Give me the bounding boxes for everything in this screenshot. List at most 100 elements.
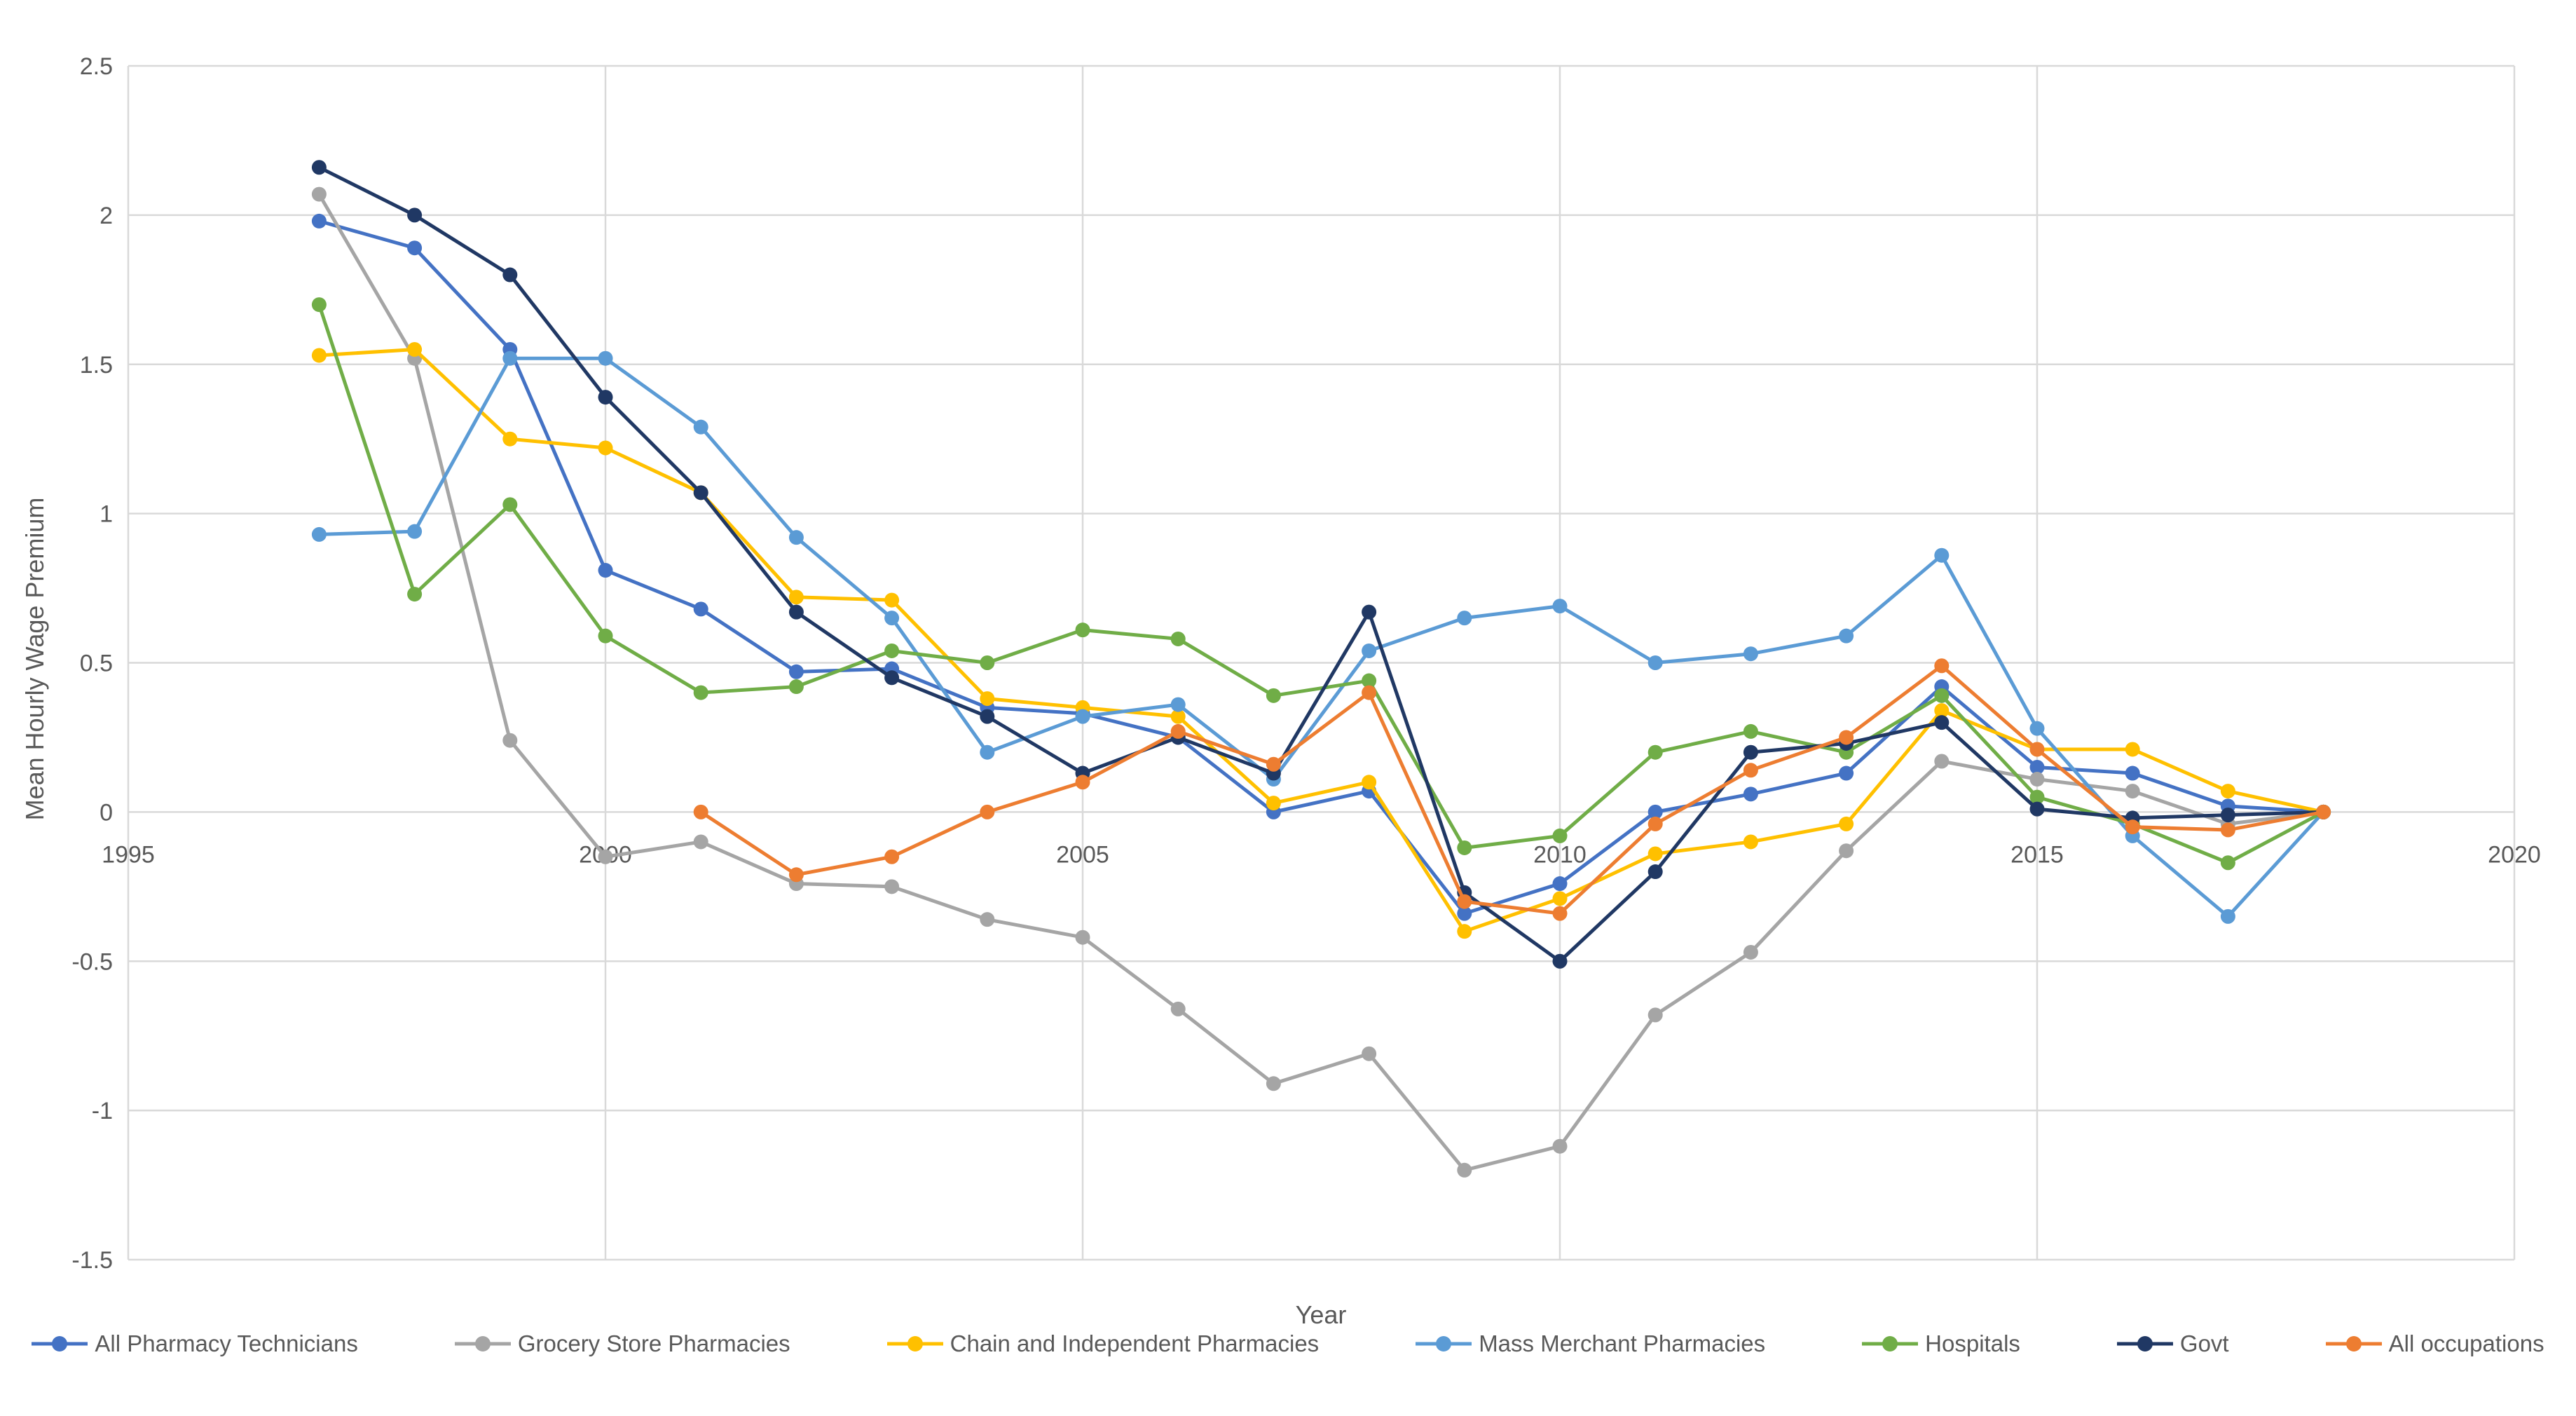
legend-item-hospitals[interactable]: Hospitals <box>1862 1330 2020 1357</box>
series-marker-all-pharmacy-technicians-2016[interactable] <box>2125 765 2140 781</box>
series-marker-chain-and-independent-pharmacies-2008[interactable] <box>1362 775 1377 790</box>
series-marker-all-pharmacy-technicians-2009[interactable] <box>1457 906 1472 921</box>
series-marker-mass-merchant-pharmacies-2003[interactable] <box>884 611 900 626</box>
series-marker-mass-merchant-pharmacies-1999[interactable] <box>502 350 518 366</box>
series-marker-govt-2004[interactable] <box>980 709 995 724</box>
series-marker-hospitals-1998[interactable] <box>407 587 423 602</box>
series-line-all-occupations[interactable] <box>699 664 2326 915</box>
series-marker-all-occupations-2013[interactable] <box>1839 730 1854 745</box>
series-marker-chain-and-independent-pharmacies-2017[interactable] <box>2220 784 2235 799</box>
series-marker-hospitals-2011[interactable] <box>1647 744 1663 760</box>
series-line-govt[interactable] <box>317 165 2326 963</box>
legend-item-govt[interactable]: Govt <box>2116 1330 2229 1357</box>
series-marker-all-occupations-2003[interactable] <box>884 849 900 864</box>
series-marker-mass-merchant-pharmacies-2006[interactable] <box>1170 697 1186 712</box>
series-marker-chain-and-independent-pharmacies-1997[interactable] <box>311 348 327 363</box>
series-line-hospitals[interactable] <box>317 303 2326 865</box>
series-marker-grocery-store-pharmacies-2008[interactable] <box>1362 1046 1377 1061</box>
series-marker-chain-and-independent-pharmacies-1998[interactable] <box>407 341 423 357</box>
series-marker-chain-and-independent-pharmacies-2006[interactable] <box>1170 709 1186 724</box>
series-marker-hospitals-2012[interactable] <box>1743 723 1758 739</box>
series-marker-grocery-store-pharmacies-2003[interactable] <box>884 879 900 894</box>
series-marker-chain-and-independent-pharmacies-2007[interactable] <box>1266 796 1281 811</box>
series-marker-grocery-store-pharmacies-1997[interactable] <box>311 186 327 202</box>
series-marker-chain-and-independent-pharmacies-2003[interactable] <box>884 592 900 608</box>
series-marker-chain-and-independent-pharmacies-2004[interactable] <box>980 691 995 707</box>
series-marker-chain-and-independent-pharmacies-2011[interactable] <box>1647 846 1663 862</box>
series-marker-hospitals-2004[interactable] <box>980 655 995 670</box>
series-marker-hospitals-2015[interactable] <box>2029 789 2045 805</box>
series-line-mass-merchant-pharmacies[interactable] <box>317 356 2326 918</box>
series-marker-mass-merchant-pharmacies-1997[interactable] <box>311 526 327 542</box>
series-marker-grocery-store-pharmacies-2007[interactable] <box>1266 1076 1281 1091</box>
series-marker-hospitals-1997[interactable] <box>311 297 327 313</box>
series-marker-govt-1997[interactable] <box>311 160 327 175</box>
series-marker-grocery-store-pharmacies-2001[interactable] <box>693 834 708 850</box>
series-marker-all-occupations-2009[interactable] <box>1457 894 1472 909</box>
series-marker-all-occupations-2011[interactable] <box>1647 816 1663 831</box>
series-marker-all-occupations-2007[interactable] <box>1266 756 1281 772</box>
series-marker-chain-and-independent-pharmacies-2016[interactable] <box>2125 742 2140 757</box>
series-marker-govt-2008[interactable] <box>1362 604 1377 620</box>
series-marker-grocery-store-pharmacies-2012[interactable] <box>1743 944 1758 960</box>
series-marker-hospitals-2008[interactable] <box>1362 673 1377 688</box>
series-marker-mass-merchant-pharmacies-2017[interactable] <box>2220 908 2235 924</box>
series-marker-grocery-store-pharmacies-2010[interactable] <box>1552 1138 1568 1154</box>
series-marker-chain-and-independent-pharmacies-2010[interactable] <box>1552 891 1568 906</box>
series-marker-all-pharmacy-technicians-2012[interactable] <box>1743 787 1758 802</box>
series-marker-all-occupations-2006[interactable] <box>1170 723 1186 739</box>
legend-item-mass-merchant-pharmacies[interactable]: Mass Merchant Pharmacies <box>1416 1330 1765 1357</box>
series-marker-all-pharmacy-technicians-2010[interactable] <box>1552 876 1568 892</box>
series-marker-grocery-store-pharmacies-2009[interactable] <box>1457 1162 1472 1178</box>
series-marker-grocery-store-pharmacies-2015[interactable] <box>2029 772 2045 787</box>
series-marker-all-pharmacy-technicians-2013[interactable] <box>1839 765 1854 781</box>
series-marker-grocery-store-pharmacies-2000[interactable] <box>598 849 613 864</box>
series-marker-govt-2010[interactable] <box>1552 953 1568 969</box>
series-line-grocery-store-pharmacies[interactable] <box>317 192 2326 1172</box>
series-marker-all-occupations-2012[interactable] <box>1743 763 1758 778</box>
series-marker-all-occupations-2002[interactable] <box>788 867 804 883</box>
series-marker-govt-1999[interactable] <box>502 267 518 282</box>
series-marker-govt-2012[interactable] <box>1743 744 1758 760</box>
series-marker-grocery-store-pharmacies-2011[interactable] <box>1647 1007 1663 1023</box>
series-marker-govt-2015[interactable] <box>2029 801 2045 817</box>
series-marker-all-occupations-2017[interactable] <box>2220 822 2235 838</box>
series-marker-chain-and-independent-pharmacies-2012[interactable] <box>1743 834 1758 850</box>
series-marker-govt-2002[interactable] <box>788 604 804 620</box>
series-marker-mass-merchant-pharmacies-2013[interactable] <box>1839 628 1854 644</box>
series-marker-mass-merchant-pharmacies-2014[interactable] <box>1934 547 1950 563</box>
series-marker-all-pharmacy-technicians-1998[interactable] <box>407 240 423 256</box>
series-line-chain-and-independent-pharmacies[interactable] <box>317 347 2326 934</box>
series-marker-mass-merchant-pharmacies-2010[interactable] <box>1552 599 1568 614</box>
series-marker-mass-merchant-pharmacies-2015[interactable] <box>2029 721 2045 736</box>
series-marker-mass-merchant-pharmacies-1998[interactable] <box>407 524 423 539</box>
series-marker-govt-2003[interactable] <box>884 670 900 686</box>
series-marker-govt-2011[interactable] <box>1647 864 1663 880</box>
series-marker-hospitals-2005[interactable] <box>1075 622 1090 638</box>
series-marker-govt-2014[interactable] <box>1934 715 1950 730</box>
series-marker-mass-merchant-pharmacies-2004[interactable] <box>980 744 995 760</box>
series-marker-chain-and-independent-pharmacies-2014[interactable] <box>1934 703 1950 719</box>
series-marker-all-occupations-2016[interactable] <box>2125 819 2140 835</box>
series-marker-all-pharmacy-technicians-2015[interactable] <box>2029 760 2045 775</box>
series-marker-hospitals-2001[interactable] <box>693 685 708 700</box>
series-marker-all-occupations-2014[interactable] <box>1934 658 1950 674</box>
legend-item-chain-and-independent-pharmacies[interactable]: Chain and Independent Pharmacies <box>886 1330 1319 1357</box>
series-marker-hospitals-2000[interactable] <box>598 628 613 644</box>
series-marker-mass-merchant-pharmacies-2009[interactable] <box>1457 611 1472 626</box>
series-marker-chain-and-independent-pharmacies-2000[interactable] <box>598 440 613 456</box>
series-marker-hospitals-2010[interactable] <box>1552 828 1568 843</box>
series-marker-all-pharmacy-technicians-2002[interactable] <box>788 664 804 679</box>
series-marker-chain-and-independent-pharmacies-2009[interactable] <box>1457 924 1472 939</box>
series-marker-mass-merchant-pharmacies-2008[interactable] <box>1362 643 1377 658</box>
series-marker-grocery-store-pharmacies-2006[interactable] <box>1170 1001 1186 1016</box>
series-marker-all-pharmacy-technicians-2000[interactable] <box>598 563 613 578</box>
series-marker-chain-and-independent-pharmacies-1999[interactable] <box>502 431 518 447</box>
series-marker-chain-and-independent-pharmacies-2002[interactable] <box>788 590 804 605</box>
series-marker-grocery-store-pharmacies-1999[interactable] <box>502 733 518 748</box>
series-marker-grocery-store-pharmacies-2013[interactable] <box>1839 843 1854 859</box>
series-marker-all-pharmacy-technicians-2001[interactable] <box>693 601 708 617</box>
series-marker-all-occupations-2001[interactable] <box>693 804 708 819</box>
series-marker-mass-merchant-pharmacies-2000[interactable] <box>598 350 613 366</box>
series-marker-all-occupations-2015[interactable] <box>2029 742 2045 757</box>
